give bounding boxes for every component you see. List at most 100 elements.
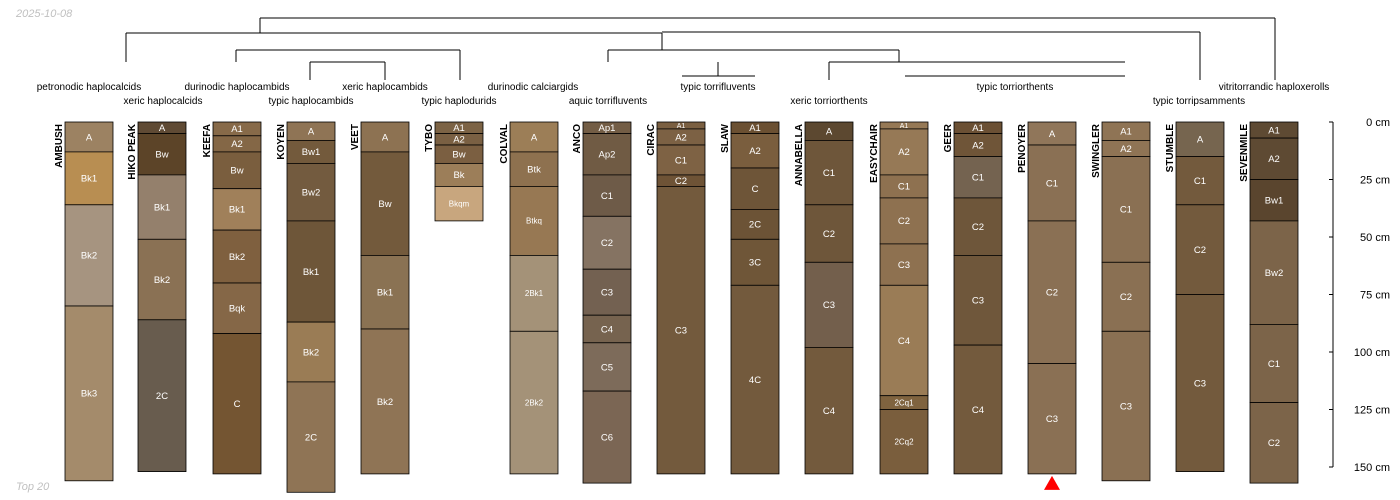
horizon-block <box>804 261 854 348</box>
horizon-label: A <box>382 132 389 143</box>
horizon-label: C2 <box>898 216 910 227</box>
taxon-label: xeric torriorthents <box>790 96 867 107</box>
horizon-label: A <box>86 132 93 143</box>
horizon-block <box>64 151 114 206</box>
horizon-block <box>656 185 706 475</box>
horizon-label: Ap1 <box>599 123 616 134</box>
horizon-block <box>1027 144 1077 222</box>
horizon-block <box>879 284 929 397</box>
horizon-block <box>953 344 1003 475</box>
profile-name: ANCO <box>572 124 583 154</box>
horizon-label: C1 <box>1194 176 1206 187</box>
horizon-label: A1 <box>677 123 686 130</box>
horizon-label: Bk1 <box>154 202 170 213</box>
horizon-label: A2 <box>231 139 243 150</box>
taxon-label: typic haplodurids <box>421 96 496 107</box>
horizon-block <box>286 381 336 493</box>
horizon-block <box>730 238 780 286</box>
horizon-block <box>1175 156 1225 206</box>
horizon-block <box>137 319 187 472</box>
horizon-label: C3 <box>1120 401 1132 412</box>
horizon-label: 3C <box>749 258 761 269</box>
profile-keefa: A1 A2 Bw Bk1 Bk2 Bqk C KEEFA <box>202 121 262 475</box>
horizon-block <box>582 133 632 176</box>
bottom-marker-icon <box>1044 475 1060 490</box>
profile-cirac: A1 A2 C1 C2 C3 CIRAC <box>646 121 706 475</box>
horizon-label: A2 <box>972 140 984 151</box>
horizon-label: Bw <box>452 150 465 161</box>
horizon-block <box>212 282 262 334</box>
horizon-block <box>1249 323 1299 403</box>
profile-name: GEER <box>943 123 954 152</box>
horizon-label: 2Bk1 <box>525 289 544 298</box>
horizon-label: C1 <box>898 182 910 193</box>
horizon-label: C6 <box>601 432 613 443</box>
horizon-label: C2 <box>601 238 613 249</box>
profile-stumble: A C1 C2 C3 STUMBLE <box>1165 121 1225 473</box>
horizon-label: A <box>159 123 166 134</box>
profile-annabella: A C1 C2 C3 C4 ANNABELLA <box>794 121 854 475</box>
horizon-label: A <box>1049 129 1056 140</box>
profile-slaw: A1 A2 C 2C 3C 4C SLAW <box>720 121 780 475</box>
horizon-block <box>286 162 336 222</box>
horizon-label: Bkqm <box>449 199 470 208</box>
profile-name: ANNABELLA <box>794 124 805 186</box>
horizon-label: A1 <box>1268 125 1280 136</box>
horizon-label: C3 <box>898 260 910 271</box>
horizon-label: 2Bk2 <box>525 398 544 407</box>
dendrogram <box>125 17 1276 80</box>
horizon-block <box>1027 363 1077 475</box>
horizon-label: C2 <box>1268 438 1280 449</box>
horizon-label: C3 <box>1194 378 1206 389</box>
horizon-block <box>1101 330 1151 482</box>
horizon-label: C4 <box>823 406 835 417</box>
horizon-block <box>879 243 929 286</box>
horizon-block <box>1175 294 1225 473</box>
horizon-label: 2C <box>749 220 761 231</box>
horizon-block <box>1101 156 1151 263</box>
horizon-label: C2 <box>675 176 687 187</box>
profile-sevenmile: A1 A2 Bw1 Bw2 C1 C2 SEVENMILE <box>1239 121 1299 484</box>
horizon-label: A <box>1197 135 1204 146</box>
horizon-block <box>730 284 780 475</box>
profile-anco: Ap1 Ap2 C1 C2 C3 C4 C5 C6 ANCO <box>572 121 632 484</box>
horizon-label: C2 <box>1194 245 1206 256</box>
horizon-block <box>1101 261 1151 332</box>
horizon-label: Bw2 <box>302 187 320 198</box>
taxon-label: xeric haplocalcids <box>124 96 203 107</box>
horizon-label: A1 <box>231 124 243 135</box>
horizon-label: 2Cq2 <box>894 438 914 447</box>
profile-name: PENOYER <box>1017 123 1028 173</box>
taxon-label: typic haplocambids <box>268 96 353 107</box>
profile-penoyer: A C1 C2 C3 PENOYER <box>1017 121 1077 490</box>
horizon-block <box>804 346 854 475</box>
profile-name: CIRAC <box>646 124 657 156</box>
horizon-block <box>804 139 854 206</box>
horizon-label: C <box>752 184 759 195</box>
profile-name: HIKO PEAK <box>127 123 138 179</box>
horizon-label: C4 <box>601 324 613 335</box>
horizon-block <box>509 330 559 475</box>
horizon-block <box>582 215 632 270</box>
horizon-block <box>360 254 410 330</box>
taxa-labels: petronodic haplocalcids xeric haplocalcid… <box>37 82 1330 107</box>
profile-easychair: A1 A2 C1 C2 C3 C4 2Cq1 2Cq2 EASYCHAIR <box>869 121 929 475</box>
horizon-label: Bk2 <box>81 251 97 262</box>
horizon-block <box>64 204 114 307</box>
horizon-label: Bk1 <box>229 205 245 216</box>
horizon-block <box>509 151 559 187</box>
horizon-label: A1 <box>1120 127 1132 138</box>
axis-tick-label: 100 cm <box>1354 347 1390 359</box>
horizon-label: Bw <box>378 199 391 210</box>
horizon-block <box>360 151 410 256</box>
horizon-block <box>137 133 187 176</box>
horizon-block <box>730 167 780 210</box>
horizon-label: C2 <box>1120 292 1132 303</box>
profile-name: KOYEN <box>276 124 287 160</box>
depth-axis: 0 cm 25 cm 50 cm 75 cm 100 cm 125 cm 150 cm <box>1329 117 1390 474</box>
date-stamp: 2025-10-08 <box>16 8 73 20</box>
horizon-label: Btkq <box>526 217 542 226</box>
horizon-block <box>286 321 336 383</box>
profile-name: EASYCHAIR <box>869 123 880 183</box>
